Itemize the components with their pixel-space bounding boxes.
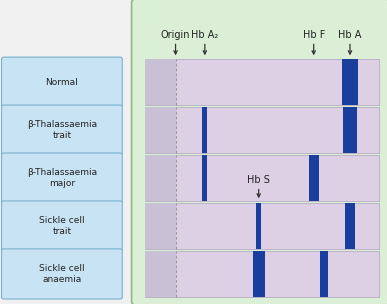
Bar (343, 107, 357, 154)
Text: Hb A: Hb A (338, 30, 362, 40)
Bar (345, 203, 355, 249)
Bar (145, 155, 176, 201)
Bar (256, 203, 261, 249)
Text: β-Thalassaemia
trait: β-Thalassaemia trait (27, 120, 97, 140)
Text: Normal: Normal (46, 78, 78, 87)
Bar (145, 59, 176, 105)
Text: Origin: Origin (161, 30, 190, 40)
Bar (145, 203, 176, 249)
FancyBboxPatch shape (145, 251, 379, 297)
Bar (145, 251, 176, 297)
Bar (202, 107, 207, 154)
Text: Sickle cell
trait: Sickle cell trait (39, 216, 85, 236)
Text: Hb A₂: Hb A₂ (191, 30, 218, 40)
FancyBboxPatch shape (132, 0, 387, 304)
Bar (342, 59, 358, 105)
Bar (320, 251, 329, 297)
FancyBboxPatch shape (2, 201, 122, 251)
Text: Hb F: Hb F (303, 30, 325, 40)
Text: β-Thalassaemia
major: β-Thalassaemia major (27, 168, 97, 188)
FancyBboxPatch shape (2, 57, 122, 107)
Bar (253, 251, 265, 297)
Bar (309, 155, 319, 201)
FancyBboxPatch shape (145, 107, 379, 154)
Text: Hb S: Hb S (247, 175, 270, 185)
Bar (202, 155, 207, 201)
FancyBboxPatch shape (145, 155, 379, 201)
Bar (145, 107, 176, 154)
FancyBboxPatch shape (2, 153, 122, 203)
FancyBboxPatch shape (2, 249, 122, 299)
Text: Sickle cell
anaemia: Sickle cell anaemia (39, 264, 85, 284)
FancyBboxPatch shape (145, 203, 379, 249)
FancyBboxPatch shape (145, 59, 379, 105)
FancyBboxPatch shape (2, 105, 122, 155)
